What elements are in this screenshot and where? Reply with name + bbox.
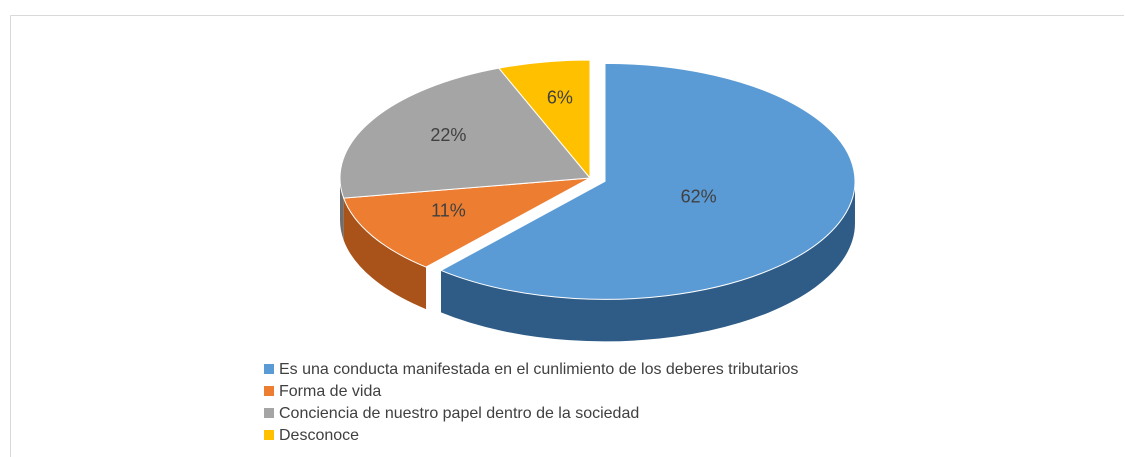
data-label: 6% [547, 87, 573, 107]
slice [339, 67, 591, 199]
legend-label: Es una conducta manifestada en el cunlim… [279, 361, 798, 378]
data-label: 22% [430, 125, 466, 145]
slice-side [340, 178, 344, 241]
chart-frame [10, 15, 1124, 457]
slice [342, 177, 591, 268]
legend-swatch [264, 408, 274, 418]
slice [439, 62, 856, 300]
data-label: 62% [681, 187, 717, 207]
legend-label: Desconoce [279, 427, 359, 444]
legend-label: Conciencia de nuestro papel dentro de la… [279, 405, 639, 422]
legend-swatch [264, 430, 274, 440]
slice [497, 59, 591, 180]
legend-label: Forma de vida [279, 383, 381, 400]
slice-side [343, 198, 427, 310]
legend-swatch [264, 386, 274, 396]
data-label: 11% [431, 200, 466, 220]
legend-swatch [264, 364, 274, 374]
slice-side [441, 181, 855, 342]
